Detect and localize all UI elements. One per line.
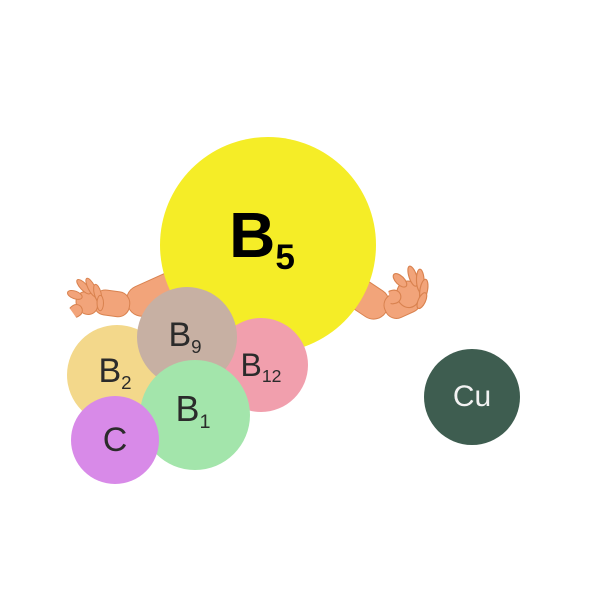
label-main: C [103,421,128,459]
circle-b2-label: B2 [98,354,131,388]
circle-b1-label: B1 [175,391,210,427]
label-sub: 9 [191,336,201,357]
circle-c-label: C [103,423,128,457]
label-main: B [98,352,121,390]
label-sub: 12 [262,366,282,386]
circle-b5-label: B5 [229,203,295,267]
label-sub: 1 [200,411,211,433]
label-main: B [241,347,262,383]
circle-b12-label: B12 [241,349,282,381]
label-sub: 5 [275,238,295,277]
circle-cu-label: Cu [453,382,491,412]
right-arm-hand-icon [385,260,452,331]
diagram-stage: B5B9B12B2B1CCu [0,0,591,600]
circle-c: C [71,396,159,484]
circle-cu: Cu [424,349,520,445]
label-sub: 2 [121,372,131,393]
label-main: B [175,388,199,429]
label-main: B [168,316,191,354]
label-main: Cu [453,380,491,413]
label-main: B [229,199,275,271]
circle-b9-label: B9 [168,318,201,352]
